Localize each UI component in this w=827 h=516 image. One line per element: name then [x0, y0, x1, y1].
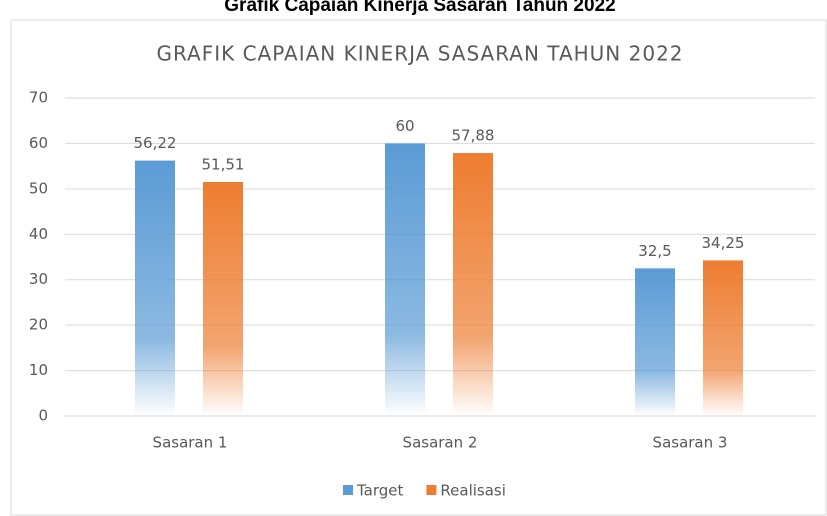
- bar: [203, 181, 243, 416]
- bar: [635, 268, 675, 416]
- legend-label: Target: [356, 482, 404, 500]
- legend-swatch: [343, 485, 353, 495]
- y-tick-label: 10: [29, 361, 48, 379]
- x-tick-label: Sasaran 3: [653, 434, 728, 452]
- bar: [453, 153, 493, 416]
- bar: [385, 143, 425, 416]
- value-label: 34,25: [702, 234, 745, 252]
- bar: [703, 260, 743, 416]
- y-tick-label: 60: [29, 134, 48, 152]
- value-label: 51,51: [202, 155, 245, 173]
- x-tick-label: Sasaran 1: [153, 434, 228, 452]
- x-tick-label: Sasaran 2: [403, 434, 478, 452]
- y-tick-label: 0: [38, 407, 48, 425]
- legend-swatch: [426, 485, 437, 495]
- value-label: 57,88: [452, 127, 495, 145]
- y-tick-label: 50: [29, 179, 48, 197]
- page-heading: Grafik Capaian Kinerja Sasaran Tahun 202…: [224, 0, 615, 16]
- y-tick-label: 20: [29, 316, 48, 334]
- y-tick-label: 30: [29, 270, 48, 288]
- value-label: 60: [395, 117, 414, 135]
- y-tick-label: 40: [29, 225, 48, 243]
- chart-title: GRAFIK CAPAIAN KINERJA SASARAN TAHUN 202…: [156, 42, 683, 66]
- value-label: 56,22: [134, 134, 177, 152]
- y-tick-label: 70: [29, 89, 48, 107]
- legend-label: Realisasi: [440, 482, 506, 500]
- bar: [135, 160, 175, 416]
- value-label: 32,5: [638, 242, 671, 260]
